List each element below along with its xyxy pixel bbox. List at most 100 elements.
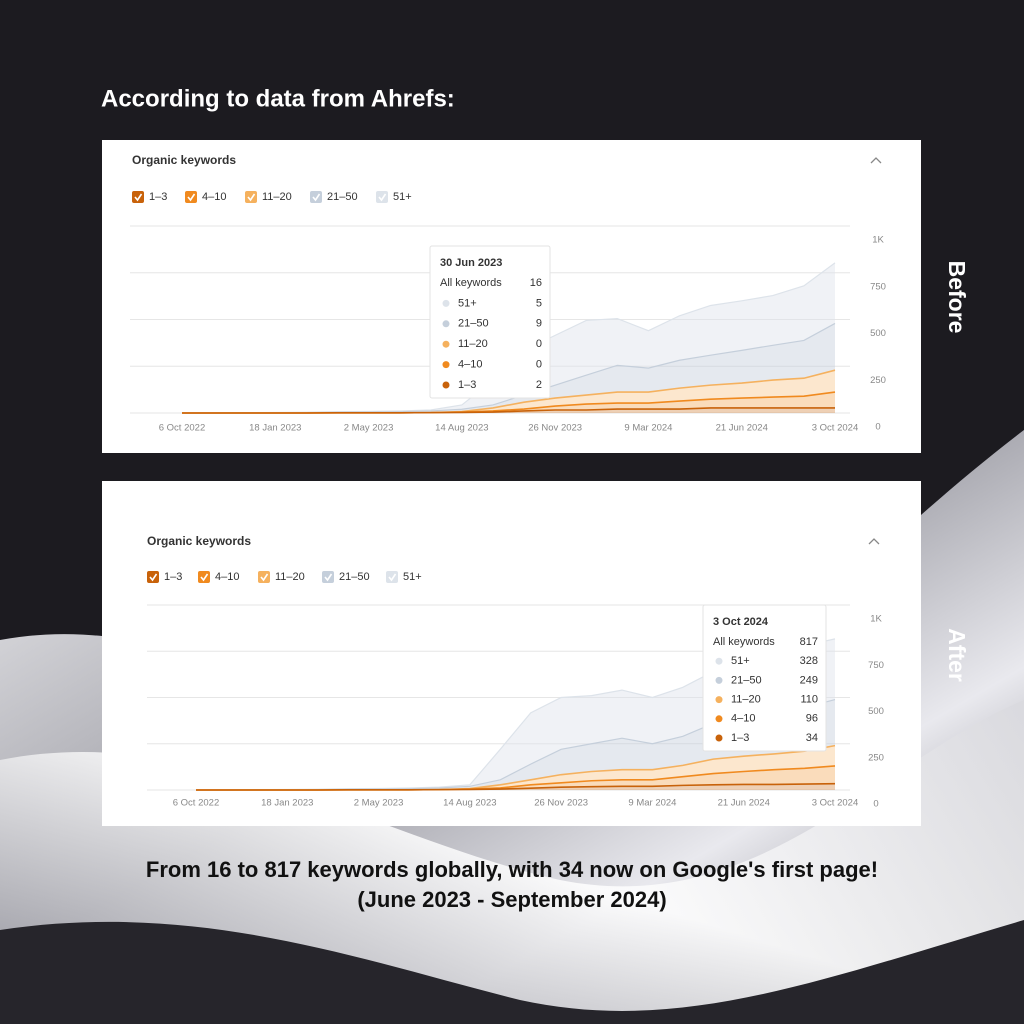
tooltip [702, 604, 827, 752]
tooltip-dot [442, 320, 450, 328]
x-tick-label: 26 Nov 2023 [528, 423, 582, 434]
tooltip-dot [442, 340, 450, 348]
legend-checkbox[interactable] [147, 571, 159, 583]
x-tick-label: 9 Mar 2024 [624, 423, 672, 434]
tooltip-dot [442, 361, 450, 369]
x-tick-label: 14 Aug 2023 [443, 798, 496, 809]
wave-shadow [0, 920, 1024, 1024]
tooltip-label: 4–10 [731, 713, 755, 725]
area [182, 323, 835, 413]
legend-check [388, 573, 397, 582]
legend-check [200, 573, 209, 582]
tooltip-value: 249 [800, 674, 818, 686]
tooltip-dot [442, 381, 450, 389]
legend-label: 11–20 [275, 571, 305, 583]
area [196, 783, 835, 790]
tooltip-label: All keywords [713, 636, 775, 648]
tooltip-value: 34 [806, 732, 818, 744]
x-tick-label: 2 May 2023 [354, 798, 404, 809]
tooltip-date: 3 Oct 2024 [713, 616, 769, 628]
y-tick-label: 250 [870, 375, 886, 386]
legend-check [187, 193, 196, 202]
tooltip-value: 16 [530, 277, 542, 289]
tooltip-value: 328 [800, 655, 818, 667]
legend-label: 1–3 [164, 571, 182, 583]
tooltip-label: 21–50 [458, 318, 489, 330]
collapse-icon[interactable] [868, 538, 880, 545]
legend-checkbox[interactable] [386, 571, 398, 583]
chart-title: Organic keywords [147, 534, 251, 548]
legend-checkbox[interactable] [198, 571, 210, 583]
legend-check [378, 193, 387, 202]
y-tick-label: 500 [868, 706, 884, 717]
legend-checkbox[interactable] [310, 191, 322, 203]
tooltip-value: 9 [536, 318, 542, 330]
x-tick-label: 3 Oct 2024 [812, 798, 858, 809]
x-tick-label: 18 Jan 2023 [249, 423, 301, 434]
heading: According to data from Ahrefs: [101, 85, 455, 112]
tooltip-date: 30 Jun 2023 [440, 257, 502, 269]
y-tick-label: 0 [873, 799, 878, 810]
tooltip-value: 817 [800, 636, 818, 648]
x-tick-label: 18 Jan 2023 [261, 798, 313, 809]
x-tick-label: 2 May 2023 [344, 423, 394, 434]
y-tick-label: 0 [875, 422, 880, 433]
x-tick-label: 6 Oct 2022 [159, 423, 205, 434]
legend-label: 21–50 [327, 191, 358, 203]
x-tick-label: 6 Oct 2022 [173, 798, 219, 809]
tooltip-label: 4–10 [458, 359, 482, 371]
tooltip-dot [442, 299, 450, 307]
y-tick-label: 750 [870, 281, 886, 292]
y-tick-label: 500 [870, 328, 886, 339]
legend-check [260, 573, 269, 582]
tooltip-dot [715, 715, 723, 723]
tooltip [429, 245, 551, 399]
legend-label: 4–10 [202, 191, 226, 203]
x-tick-label: 26 Nov 2023 [534, 798, 588, 809]
panel-label: Before [944, 261, 970, 334]
collapse-icon[interactable] [870, 157, 882, 164]
legend-checkbox[interactable] [322, 571, 334, 583]
tooltip-value: 2 [536, 379, 542, 391]
y-tick-label: 250 [868, 752, 884, 763]
legend-checkbox[interactable] [245, 191, 257, 203]
x-tick-label: 21 Jun 2024 [718, 798, 770, 809]
tooltip-value: 0 [536, 338, 542, 350]
legend-checkbox[interactable] [132, 191, 144, 203]
legend-check [134, 193, 143, 202]
legend-checkbox[interactable] [258, 571, 270, 583]
tooltip-dot [715, 696, 723, 704]
legend-checkbox[interactable] [376, 191, 388, 203]
legend-checkbox[interactable] [185, 191, 197, 203]
y-tick-label: 750 [868, 660, 884, 671]
tooltip-label: 1–3 [458, 379, 476, 391]
area [182, 370, 835, 413]
x-tick-label: 3 Oct 2024 [812, 423, 858, 434]
tooltip-label: 51+ [458, 297, 477, 309]
legend-check [312, 193, 321, 202]
y-tick-label: 1K [872, 235, 884, 246]
tooltip-label: 21–50 [731, 674, 762, 686]
line [196, 782, 836, 791]
area [182, 392, 835, 413]
legend-label: 11–20 [262, 191, 292, 203]
legend-label: 51+ [403, 571, 422, 583]
tooltip-label: 1–3 [731, 732, 749, 744]
tooltip-dot [715, 676, 723, 684]
legend-check [247, 193, 256, 202]
tooltip-label: 11–20 [731, 694, 761, 706]
panel-label: After [944, 628, 970, 682]
area [196, 745, 835, 790]
line [182, 407, 835, 414]
footer-text: (June 2023 - September 2024) [357, 887, 666, 912]
tooltip-value: 5 [536, 297, 542, 309]
tooltip-label: All keywords [440, 277, 502, 289]
tooltip-value: 0 [536, 359, 542, 371]
tooltip-dot [715, 734, 723, 742]
footer-text: From 16 to 817 keywords globally, with 3… [146, 857, 878, 882]
legend-label: 21–50 [339, 571, 370, 583]
area [196, 765, 835, 790]
tooltip-dot [715, 657, 723, 665]
